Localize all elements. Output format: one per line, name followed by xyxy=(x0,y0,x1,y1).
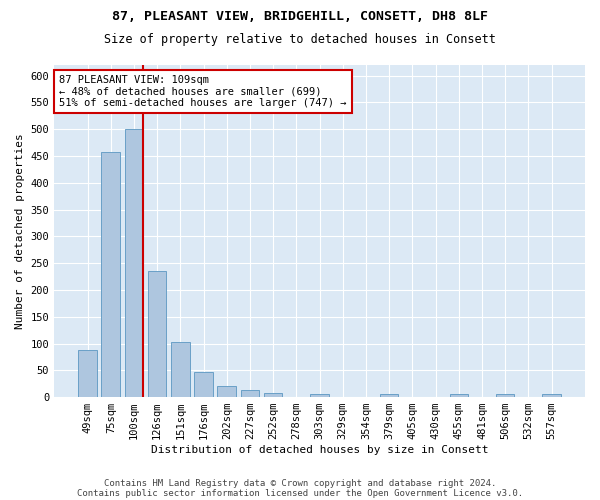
Text: Contains HM Land Registry data © Crown copyright and database right 2024.: Contains HM Land Registry data © Crown c… xyxy=(104,478,496,488)
Bar xyxy=(217,386,236,397)
Bar xyxy=(148,271,166,397)
Text: 87, PLEASANT VIEW, BRIDGEHILL, CONSETT, DH8 8LF: 87, PLEASANT VIEW, BRIDGEHILL, CONSETT, … xyxy=(112,10,488,23)
Bar xyxy=(78,350,97,397)
Y-axis label: Number of detached properties: Number of detached properties xyxy=(15,133,25,329)
Bar xyxy=(264,393,283,397)
Bar xyxy=(542,394,561,397)
Bar xyxy=(125,130,143,397)
Bar xyxy=(194,372,213,397)
Text: Contains public sector information licensed under the Open Government Licence v3: Contains public sector information licen… xyxy=(77,488,523,498)
Bar xyxy=(101,152,120,397)
Bar xyxy=(380,394,398,397)
Bar xyxy=(241,390,259,397)
X-axis label: Distribution of detached houses by size in Consett: Distribution of detached houses by size … xyxy=(151,445,488,455)
Bar xyxy=(171,342,190,397)
Text: 87 PLEASANT VIEW: 109sqm
← 48% of detached houses are smaller (699)
51% of semi-: 87 PLEASANT VIEW: 109sqm ← 48% of detach… xyxy=(59,75,347,108)
Bar xyxy=(310,394,329,397)
Bar xyxy=(496,394,514,397)
Text: Size of property relative to detached houses in Consett: Size of property relative to detached ho… xyxy=(104,32,496,46)
Bar xyxy=(449,394,468,397)
